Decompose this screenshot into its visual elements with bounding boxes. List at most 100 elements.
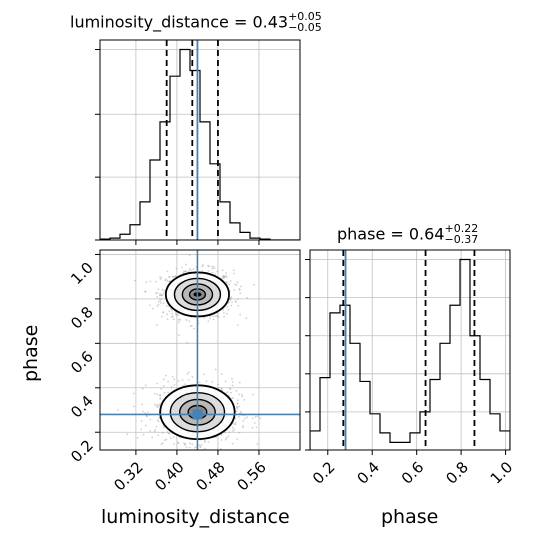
scatter-point [166,270,169,273]
scatter-point [172,276,175,278]
scatter-point [228,283,231,286]
scatter-point [154,292,157,295]
scatter-point [185,263,188,266]
scatter-point [191,443,194,446]
scatter-point [190,325,193,327]
scatter-point [160,276,163,279]
scatter-point [254,415,257,418]
scatter-point [184,270,187,273]
scatter-point [159,396,162,399]
scatter-point [171,376,174,378]
scatter-point [156,305,159,308]
scatter-point [156,382,159,385]
scatter-point [241,395,243,398]
scatter-point [211,381,214,383]
scatter-point [167,380,170,383]
scatter-point [223,275,226,278]
xlabel-phase: phase [381,506,439,528]
scatter-point [156,291,159,294]
scatter-point [141,387,144,390]
scatter-point [208,265,210,268]
scatter-point [136,436,139,439]
scatter-point [160,315,163,318]
scatter-point [165,374,167,377]
scatter-point [149,280,152,283]
scatter-point [235,284,238,286]
scatter-point [159,294,162,297]
scatter-point [168,432,171,435]
scatter-point [163,439,166,442]
scatter-point [235,410,238,413]
scatter-point [145,414,148,417]
scatter-point [200,444,203,446]
scatter-point [149,430,152,432]
scatter-point [146,411,149,414]
scatter-point [166,313,168,316]
scatter-point [188,254,191,257]
xlabel-luminosity-distance: luminosity_distance [101,506,290,528]
scatter-point [172,318,175,320]
scatter-point [156,403,159,406]
scatter-point [236,402,239,405]
scatter-point [246,416,248,419]
scatter-point [255,426,258,429]
scatter-point [227,308,230,311]
scatter-point [159,398,162,401]
scatter-point [204,439,206,442]
scatter-point [187,371,190,374]
scatter-point [256,415,259,418]
scatter-point [162,292,165,295]
scatter-point [198,444,200,446]
scatter-point [225,276,228,279]
scatter-point [140,420,143,422]
scatter-point [201,265,204,268]
scatter-point [232,430,234,432]
scatter-point [159,278,162,281]
scatter-point [144,290,147,293]
scatter-point [232,269,235,271]
scatter-point [175,267,178,270]
scatter-point [252,393,254,396]
scatter-point [224,431,226,434]
scatter-point [207,264,209,267]
scatter-point [185,319,188,321]
scatter-point [211,271,214,274]
scatter-point [160,298,163,300]
scatter-point [209,315,212,318]
scatter-point [183,442,185,445]
axes-frame-ph [309,249,511,451]
scatter-point [230,397,233,400]
scatter-point [238,431,241,434]
scatter-point [202,264,204,266]
scatter-point [229,280,232,283]
scatter-point [183,383,186,386]
scatter-point [253,422,256,424]
scatter-point [202,373,205,376]
scatter-point [236,324,239,327]
scatter-point [221,276,224,279]
scatter-point [193,327,195,330]
scatter-point [171,275,174,278]
scatter-point [155,405,158,407]
scatter-point [160,388,163,390]
scatter-point [162,378,165,381]
scatter-point [243,417,246,420]
hist-phase [310,258,510,450]
scatter-point [234,301,237,303]
scatter-point [141,403,144,406]
scatter-point [189,442,191,445]
scatter-point [223,276,226,279]
scatter-point [230,304,233,307]
scatter-point [154,429,157,431]
scatter-point [238,381,241,384]
scatter-point [214,315,217,318]
scatter-point [140,428,143,431]
ylabel-phase: phase [20,324,42,382]
ticklabel-phase-x-3: 0.8 [442,458,472,488]
scatter-point [223,275,226,278]
scatter-point [211,267,214,270]
ticklabel-phase-y-3: 0.8 [67,303,97,333]
scatter-point [159,402,162,405]
scatter-point [191,376,194,378]
scatter-point [172,436,175,438]
